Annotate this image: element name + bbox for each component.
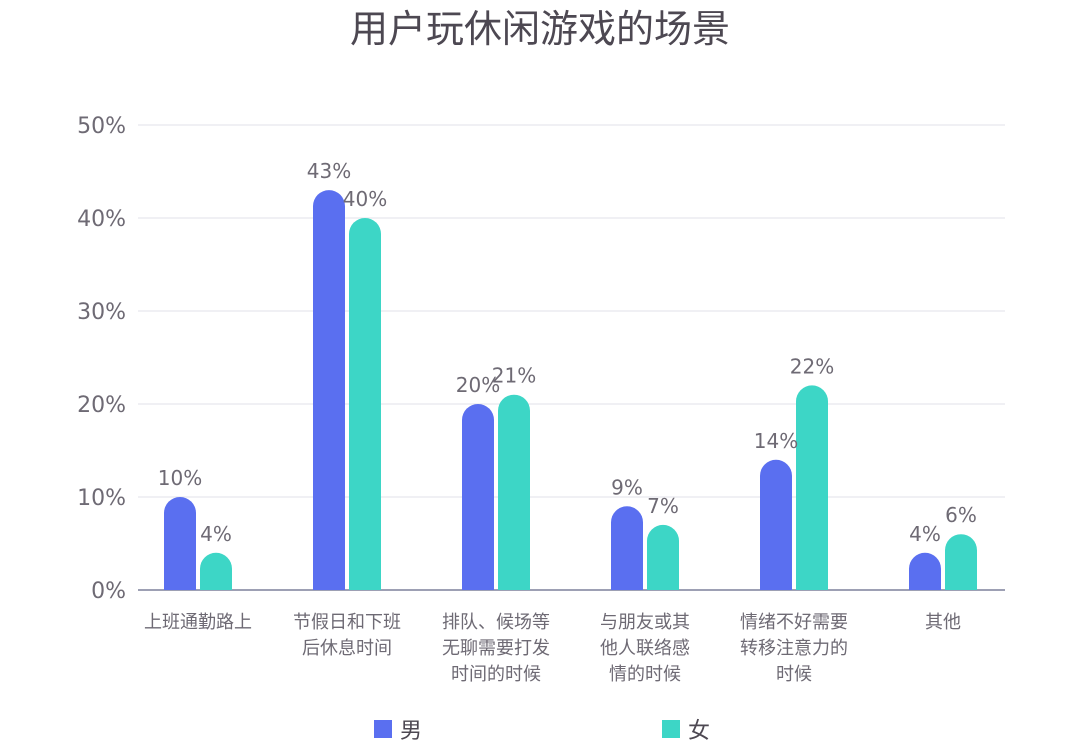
bar-male [462,404,494,590]
data-label: 10% [158,466,202,490]
data-label: 40% [343,187,387,211]
bar-female [200,552,232,590]
y-tick-label: 0% [91,579,126,604]
bar-female [647,524,679,590]
legend-swatch [374,720,392,738]
bar-male [164,497,196,590]
data-label: 22% [790,354,834,378]
x-tick-label: 情绪不好需要转移注意力的时候 [740,612,848,685]
x-tick-label: 排队、候场等无聊需要打发时间的时候 [442,612,550,685]
data-label: 9% [611,475,643,499]
bar-male [760,459,792,590]
legend: 男女 [374,719,710,744]
bar-female [498,394,530,590]
legend-swatch [662,720,680,738]
axes: 0% 10% 20% 30% 40% 50% [77,114,1005,604]
data-label: 14% [754,429,798,453]
bar-male [611,506,643,590]
bar-female [349,218,381,590]
x-tick-label: 节假日和下班后休息时间 [293,612,401,659]
y-tick-label: 20% [77,393,126,418]
x-tick-label: 与朋友或其他人联络感情的时候 [600,612,690,685]
legend-label: 女 [688,719,710,744]
bars [164,190,977,590]
gridlines [138,124,1005,498]
y-tick-label: 40% [77,207,126,232]
data-label: 7% [647,494,679,518]
x-tick-label: 其他 [925,612,961,633]
bar-female [945,534,977,590]
y-tick-label: 30% [77,300,126,325]
legend-label: 男 [400,719,422,744]
data-label: 4% [909,522,941,546]
data-label: 43% [307,159,351,183]
data-labels: 10% 43% 20% 9% 14% 4% 4% 40% 21% 7% 22% 6% [158,159,977,546]
x-tick-label: 上班通勤路上 [144,612,252,633]
data-label: 21% [492,364,536,388]
y-tick-label: 50% [77,114,126,139]
x-axis-labels: 上班通勤路上 节假日和下班后休息时间排队、候场等无聊需要打发时间的时候与朋友或其他… [144,612,961,685]
data-label: 6% [945,503,977,527]
bar-male [313,190,345,590]
data-label: 20% [456,373,500,397]
chart-title: 用户玩休闲游戏的场景 [350,7,730,51]
y-tick-label: 10% [77,486,126,511]
bar-female [796,385,828,590]
bar-male [909,552,941,590]
legend-item-male: 男 [374,719,422,744]
legend-item-female: 女 [662,719,710,744]
data-label: 4% [200,522,232,546]
